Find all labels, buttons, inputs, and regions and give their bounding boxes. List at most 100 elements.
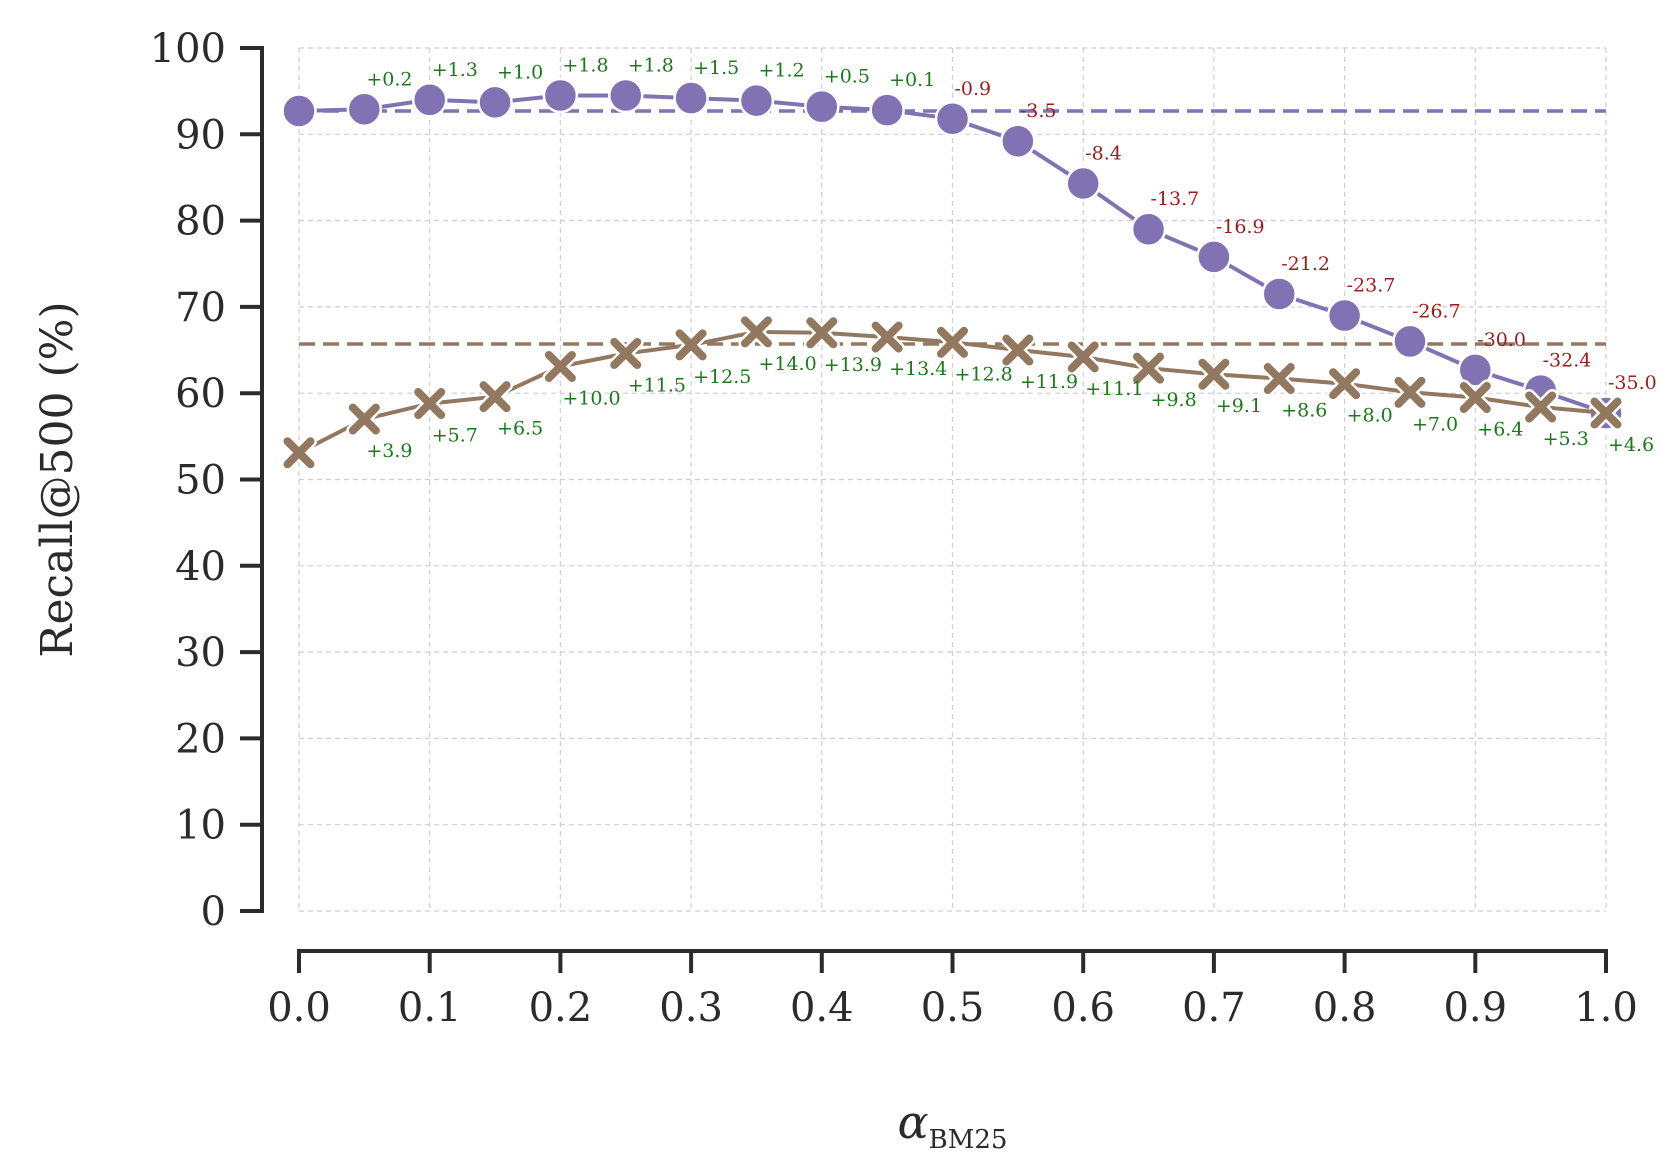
marker-x-stroke <box>1525 391 1557 423</box>
marker-x <box>1195 356 1232 393</box>
y-tick-label: 30 <box>175 630 226 676</box>
axes: 0 10 20 30 40 50 60 70 80 90 100 0.0 0.1 0.2 0.3 0.4 0.5… <box>150 26 1638 1031</box>
data-label: -8.4 <box>1085 142 1122 164</box>
marker-x <box>607 335 644 372</box>
data-label: +8.6 <box>1281 400 1327 422</box>
marker-x-stroke <box>806 317 838 349</box>
marker-circle <box>738 82 775 119</box>
marker-circle <box>1261 276 1297 312</box>
marker-x <box>411 385 448 422</box>
y-tick-label: 100 <box>150 26 226 72</box>
marker-x-stroke <box>1590 397 1622 429</box>
data-label: -13.7 <box>1151 188 1200 210</box>
x-tick-label: 1.0 <box>1574 985 1638 1031</box>
data-label: +13.4 <box>889 358 947 380</box>
data-label: -0.9 <box>955 78 992 100</box>
marker-x <box>1391 374 1428 411</box>
marker-x-stroke <box>740 316 772 348</box>
marker-x <box>738 313 775 350</box>
marker-x-stroke <box>1067 341 1099 373</box>
axis-labels: Recall@500 (%) αBM25 <box>32 301 1007 1155</box>
marker-x-stroke <box>479 381 511 413</box>
data-label: +3.9 <box>366 440 412 462</box>
y-tick-label: 80 <box>175 199 226 245</box>
data-label: +0.1 <box>889 69 935 91</box>
data-label: -26.7 <box>1412 300 1461 322</box>
marker-x <box>1261 360 1298 397</box>
marker-x-stroke <box>675 329 707 361</box>
marker-x-stroke <box>544 350 576 382</box>
marker-circle <box>411 82 448 118</box>
data-label: +13.9 <box>824 354 882 376</box>
marker-circle <box>477 84 513 121</box>
data-label: +10.0 <box>562 387 620 409</box>
marker-circle <box>1130 211 1167 247</box>
data-label: +6.4 <box>1477 419 1523 441</box>
marker-x <box>281 434 317 471</box>
marker-circle <box>1065 165 1101 202</box>
marker-x-stroke <box>414 388 446 420</box>
marker-x <box>1130 350 1167 387</box>
x-tick-label: 0.2 <box>529 985 593 1031</box>
marker-x <box>803 314 840 351</box>
marker-x <box>346 401 383 438</box>
marker-x-stroke <box>1263 363 1295 395</box>
data-label: +1.3 <box>432 59 478 81</box>
marker-x-stroke <box>1394 376 1426 408</box>
data-label: +11.1 <box>1085 378 1143 400</box>
data-label: +6.5 <box>497 418 543 440</box>
marker-circle <box>1326 297 1363 334</box>
data-label: +5.3 <box>1543 428 1589 450</box>
data-label: +1.0 <box>497 61 543 83</box>
x-tick-label: 0.3 <box>659 985 723 1031</box>
marker-x-stroke <box>1198 358 1230 390</box>
marker-x <box>1588 395 1624 432</box>
marker-circle <box>346 91 383 128</box>
x-tick-label: 0.7 <box>1182 985 1246 1031</box>
data-label: +12.5 <box>693 366 751 388</box>
x-tick-label: 0.5 <box>921 985 985 1031</box>
data-label: +0.2 <box>366 68 412 90</box>
marker-x <box>477 378 514 415</box>
data-label: +0.5 <box>824 66 870 88</box>
data-label: +12.8 <box>955 363 1013 385</box>
x-tick-label: 0.8 <box>1313 985 1377 1031</box>
data-label: -30.0 <box>1477 329 1526 351</box>
marker-x <box>1065 338 1102 375</box>
marker-x-stroke <box>871 321 903 353</box>
x-tick-label: 0.9 <box>1443 985 1507 1031</box>
x-axis-title: αBM25 <box>898 1095 1008 1155</box>
marker-x <box>1326 365 1363 402</box>
marker-circle <box>673 80 709 116</box>
marker-circle <box>1392 323 1428 360</box>
y-tick-label: 10 <box>175 803 226 849</box>
data-label: -16.9 <box>1216 216 1265 238</box>
annotations: +0.2 +1.3 +1.0 +1.8 +1.8 +1.5 +1.2 +0.5 +0.1 -0.9… <box>366 54 1656 462</box>
data-label: +11.5 <box>628 375 686 397</box>
marker-x-stroke <box>610 338 642 370</box>
y-tick-label: 20 <box>175 716 226 762</box>
x-tick-label: 0.4 <box>790 985 854 1031</box>
marker-x-stroke <box>1459 382 1491 414</box>
marker-x <box>934 324 971 361</box>
marker-x <box>1457 379 1494 416</box>
data-label: +9.8 <box>1151 389 1197 411</box>
marker-circle <box>1196 239 1232 275</box>
marker-circle <box>1457 352 1494 388</box>
marker-x-stroke <box>1002 334 1034 366</box>
marker-x-stroke <box>1133 352 1165 384</box>
x-axis-title-subscript: BM25 <box>929 1125 1008 1155</box>
data-label: +7.0 <box>1412 413 1458 435</box>
data-label: +5.7 <box>432 425 478 447</box>
marker-x <box>1522 389 1559 426</box>
marker-x <box>542 348 579 385</box>
marker-circle <box>804 88 840 125</box>
y-axis-title: Recall@500 (%) <box>32 301 83 657</box>
marker-circle <box>542 77 579 114</box>
y-tick-label: 90 <box>175 112 226 158</box>
y-tick-label: 40 <box>175 544 226 590</box>
data-label: +1.5 <box>693 57 739 79</box>
data-label: +1.8 <box>562 54 608 76</box>
marker-x-stroke <box>937 326 968 358</box>
